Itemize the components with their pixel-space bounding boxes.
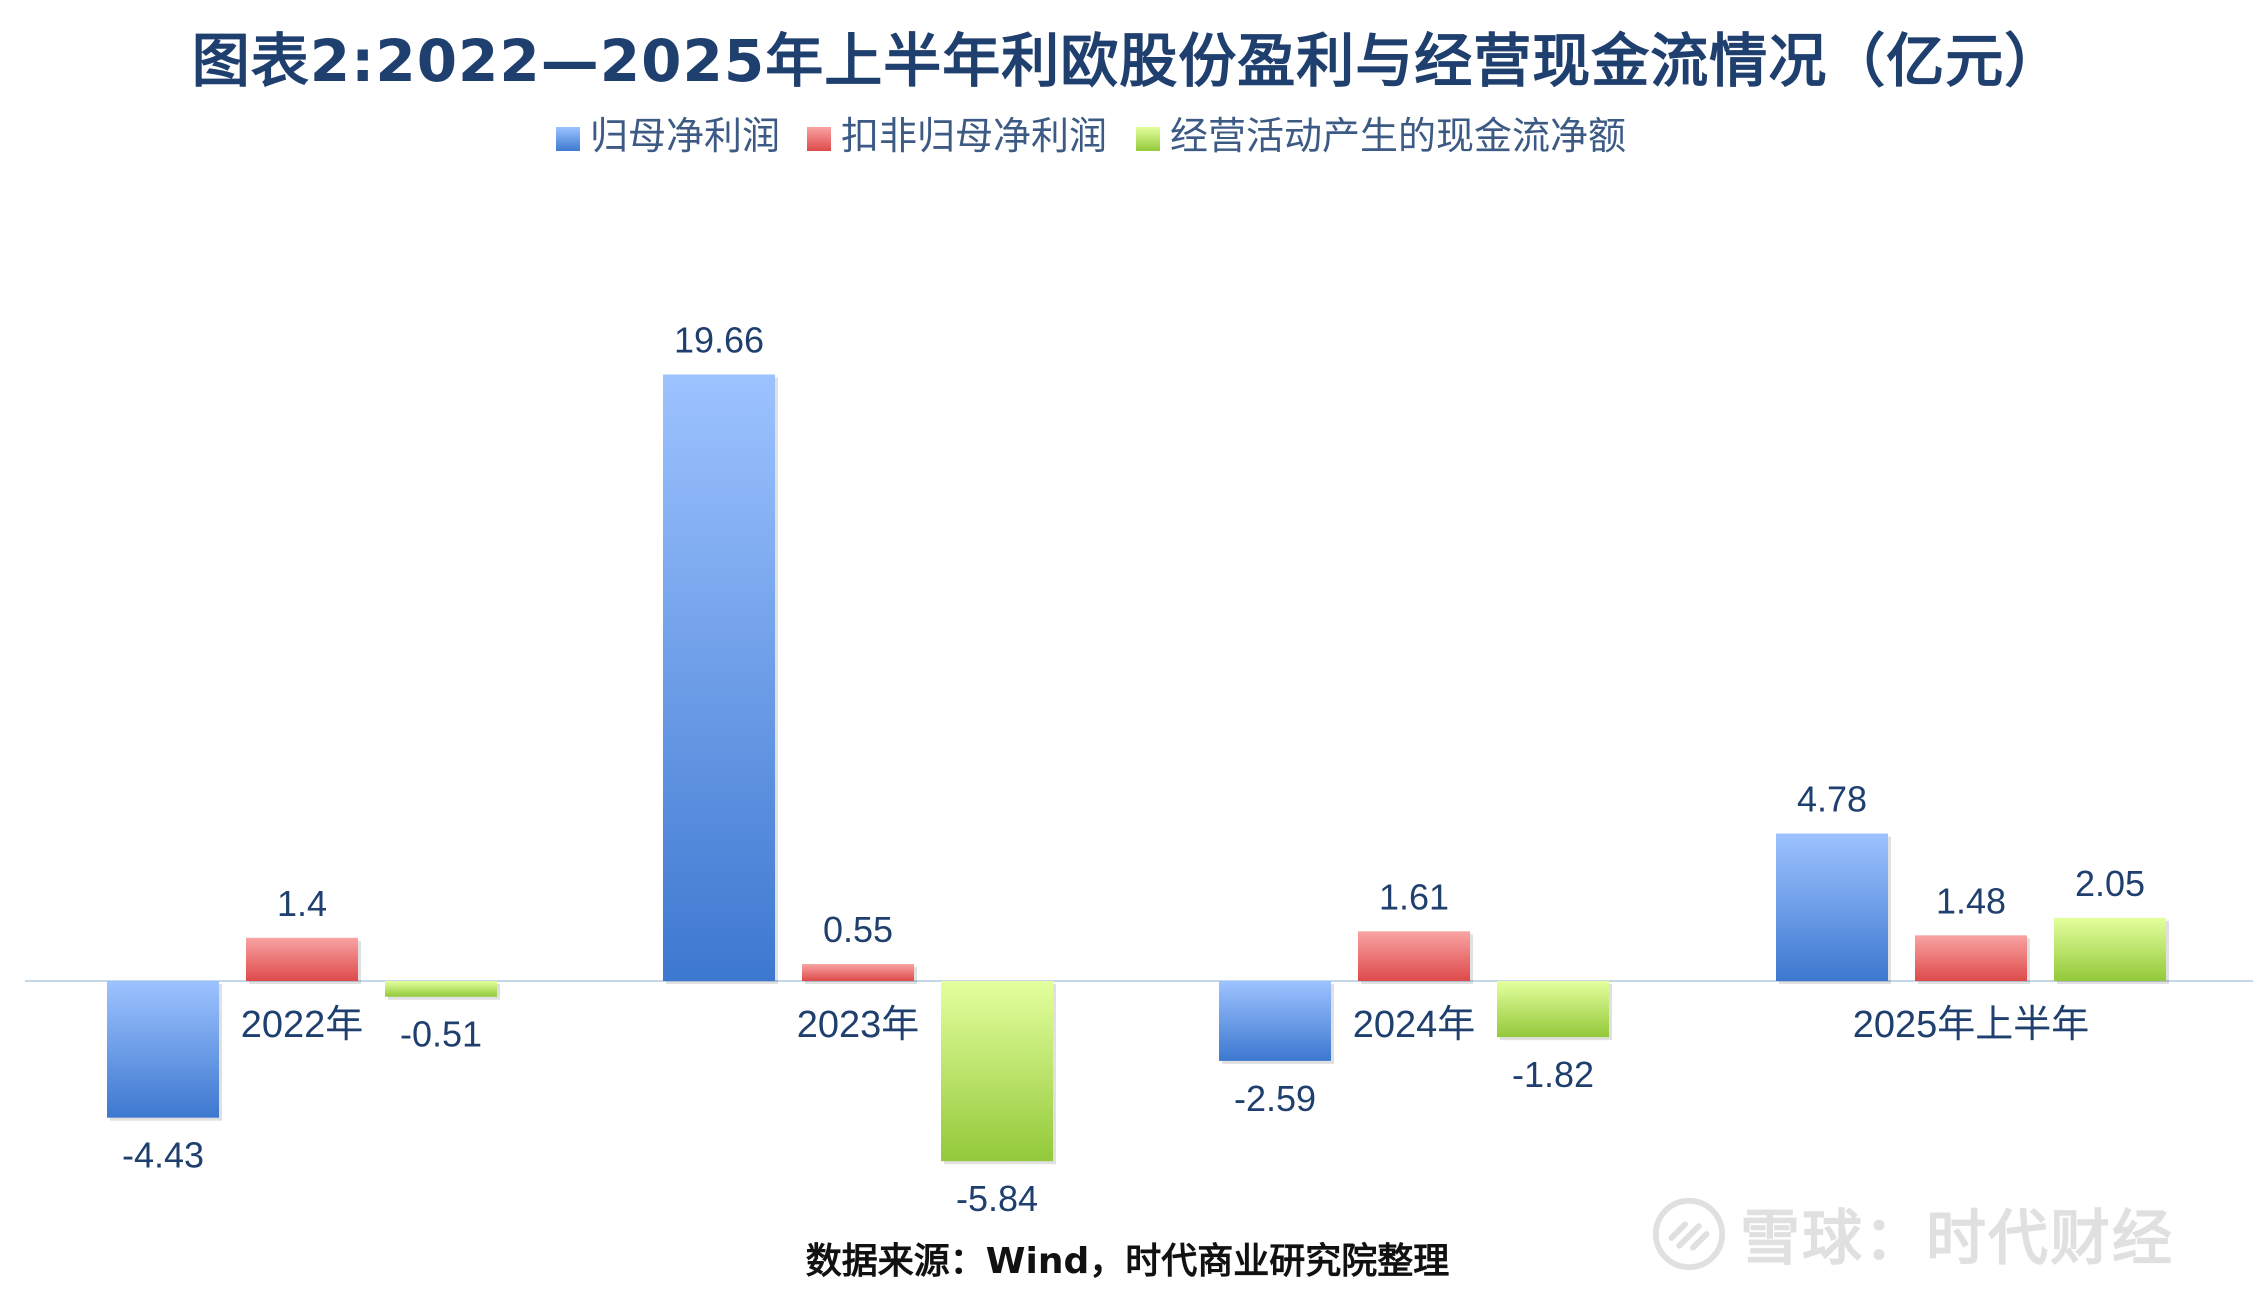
bar-3-4 <box>2054 917 2166 981</box>
data-label-3-2: -5.84 <box>956 1178 1038 1219</box>
data-label-3-4: 2.05 <box>2075 863 2145 904</box>
bar-1-1 <box>107 981 219 1118</box>
bar-1-2 <box>663 374 775 981</box>
category-label-2: 2023年 <box>797 1004 920 1046</box>
chart-bars <box>107 374 2169 1165</box>
data-label-3-1: -0.51 <box>400 1014 482 1055</box>
chart-legend: 归母净利润 扣非归母净利润 经营活动产生的现金流净额 <box>556 116 1626 158</box>
data-label-3-3: -1.82 <box>1512 1054 1594 1095</box>
data-label-1-4: 4.78 <box>1797 779 1867 820</box>
legend-swatch-2 <box>807 127 831 151</box>
bar-2-2 <box>802 964 914 981</box>
bar-2-3 <box>1358 931 1470 981</box>
chart-title: 图表2:2022—2025年上半年利欧股份盈利与经营现金流情况（亿元） <box>191 27 2064 95</box>
legend-swatch-1 <box>556 127 580 151</box>
bar-3-1 <box>385 981 497 997</box>
bar-2-4 <box>1915 935 2027 981</box>
xueqiu-logo-icon <box>1652 1197 1726 1270</box>
bar-2-1 <box>246 937 358 981</box>
category-label-4: 2025年上半年 <box>1853 1004 2090 1046</box>
category-label-1: 2022年 <box>241 1004 364 1046</box>
data-label-2-2: 0.55 <box>823 909 893 950</box>
watermark-text: 雪球：时代财经 <box>1740 1204 2174 1274</box>
data-label-2-1: 1.4 <box>277 883 327 924</box>
bar-1-3 <box>1219 981 1331 1061</box>
bar-3-2 <box>941 981 1053 1162</box>
legend-label-2: 扣非归母净利润 <box>841 116 1107 158</box>
data-label-1-3: -2.59 <box>1234 1078 1316 1119</box>
data-label-1-1: -4.43 <box>122 1135 204 1176</box>
data-label-2-4: 1.48 <box>1936 880 2006 921</box>
category-label-3: 2024年 <box>1353 1004 1476 1046</box>
chart-data-labels: -4.43 1.4 -0.51 2022年 19.66 0.55 -5.84 2023年 -2.… <box>122 319 2145 1219</box>
bar-1-4 <box>1776 833 1888 981</box>
legend-swatch-3 <box>1136 127 1160 151</box>
source-note: 数据来源：Wind，时代商业研究院整理 <box>805 1241 1450 1282</box>
bar-3-3 <box>1497 981 1609 1038</box>
legend-label-3: 经营活动产生的现金流净额 <box>1170 116 1626 158</box>
watermark: 雪球：时代财经 <box>1650 1190 2174 1277</box>
data-label-2-3: 1.61 <box>1379 876 1449 917</box>
legend-label-1: 归母净利润 <box>590 116 780 158</box>
data-label-1-2: 19.66 <box>674 319 764 360</box>
